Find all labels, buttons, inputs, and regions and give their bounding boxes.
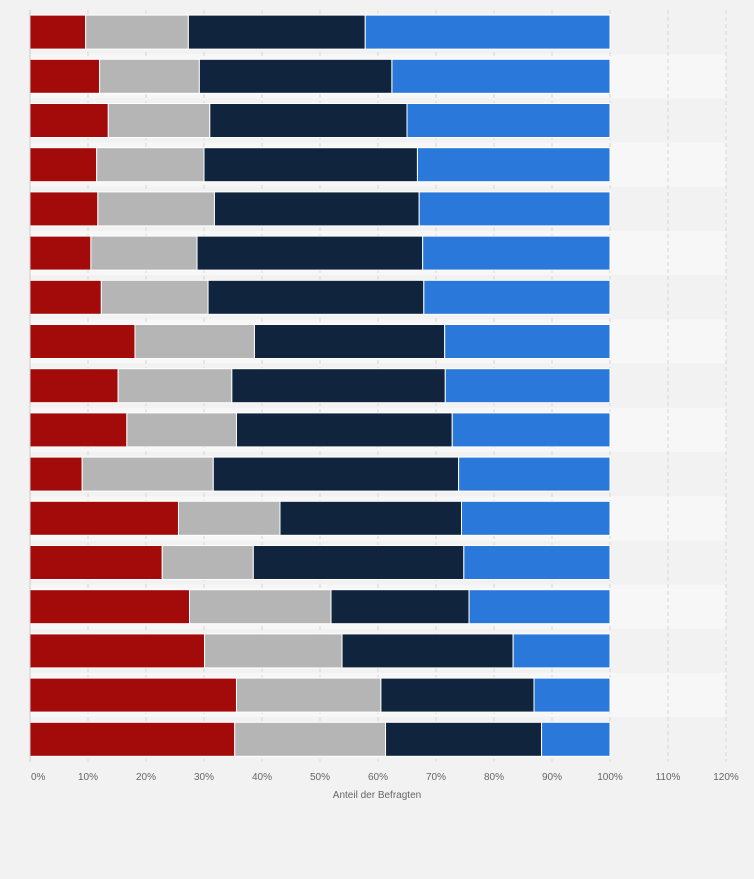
x-tick-label: 20%: [136, 772, 156, 783]
x-axis-title: Anteil der Befragten: [333, 790, 421, 801]
bar-segment-series-1[interactable]: [29, 324, 136, 359]
x-tick-label: 90%: [542, 772, 562, 783]
bar-segment-series-3[interactable]: [213, 191, 420, 227]
bar-segment-series-3[interactable]: [380, 677, 535, 713]
bar-segment-series-2[interactable]: [85, 14, 189, 50]
x-tick-label: 120%: [713, 772, 739, 783]
x-tick-label: 80%: [484, 772, 504, 783]
bars: [29, 14, 611, 757]
bar-segment-series-1[interactable]: [29, 500, 179, 536]
bar-segment-series-2[interactable]: [90, 235, 198, 271]
bar-segment-series-3[interactable]: [341, 633, 514, 669]
bar-segment-series-1[interactable]: [29, 147, 98, 183]
bar-segment-series-2[interactable]: [177, 500, 281, 536]
bar-segment-series-2[interactable]: [81, 456, 214, 492]
bar-segment-series-3[interactable]: [207, 279, 425, 315]
bar-segment-series-3[interactable]: [231, 368, 446, 404]
bar-segment-series-1[interactable]: [29, 589, 190, 625]
bar-segment-series-3[interactable]: [209, 103, 408, 138]
bar-segment-series-3[interactable]: [330, 589, 470, 625]
bar-segment-series-1[interactable]: [29, 545, 163, 580]
bar-segment-series-3[interactable]: [198, 58, 393, 94]
bar-segment-series-1[interactable]: [29, 103, 109, 138]
bar-segment-series-3[interactable]: [203, 147, 418, 183]
bar-segment-series-1[interactable]: [29, 368, 119, 404]
bar-segment-series-2[interactable]: [107, 103, 211, 138]
bar-segment-series-1[interactable]: [29, 677, 237, 713]
bar-segment-series-4[interactable]: [468, 589, 611, 625]
bar-segment-series-3[interactable]: [253, 324, 446, 359]
bar-segment-series-4[interactable]: [406, 103, 611, 138]
x-tick-label: 40%: [252, 772, 272, 783]
bar-segment-series-4[interactable]: [541, 721, 611, 757]
bar-segment-series-2[interactable]: [96, 147, 205, 183]
x-tick-labels: 0% 10% 20% 30% 40% 50% 60% 70% 80% 90% 100% 110% 120…: [31, 772, 739, 783]
bar-segment-series-2[interactable]: [99, 58, 200, 94]
bar-segment-series-4[interactable]: [423, 279, 611, 315]
bar-segment-series-1[interactable]: [29, 412, 128, 448]
bar-segment-series-1[interactable]: [29, 279, 102, 315]
bar-segment-series-3[interactable]: [187, 14, 366, 50]
bar-segment-series-3[interactable]: [196, 235, 424, 271]
bar-segment-series-4[interactable]: [533, 677, 611, 713]
x-tick-label: 50%: [310, 772, 330, 783]
bar-segment-series-4[interactable]: [364, 14, 611, 50]
x-tick-label: 30%: [194, 772, 214, 783]
bar-segment-series-1[interactable]: [29, 633, 206, 669]
bar-segment-series-1[interactable]: [29, 721, 236, 757]
bar-segment-series-4[interactable]: [418, 191, 611, 227]
bar-segment-series-2[interactable]: [204, 633, 343, 669]
bar-segment-series-3[interactable]: [252, 545, 465, 580]
bar-segment-series-1[interactable]: [29, 235, 92, 271]
bar-segment-series-4[interactable]: [451, 412, 611, 448]
bar-segment-series-4[interactable]: [391, 58, 611, 94]
bar-segment-series-4[interactable]: [458, 456, 611, 492]
x-tick-label: 70%: [426, 772, 446, 783]
x-tick-label: 100%: [597, 772, 623, 783]
bar-segment-series-2[interactable]: [126, 412, 237, 448]
bar-segment-series-1[interactable]: [29, 191, 99, 227]
bar-segment-series-1[interactable]: [29, 58, 101, 94]
bar-segment-series-4[interactable]: [444, 324, 611, 359]
bar-segment-series-4[interactable]: [463, 545, 611, 580]
x-tick-label: 10%: [78, 772, 98, 783]
bar-segment-series-4[interactable]: [512, 633, 611, 669]
bar-segment-series-4[interactable]: [461, 500, 611, 536]
bar-segment-series-2[interactable]: [189, 589, 332, 625]
bar-segment-series-2[interactable]: [97, 191, 215, 227]
bar-segment-series-2[interactable]: [161, 545, 254, 580]
bar-segment-series-2[interactable]: [134, 324, 255, 359]
bar-segment-series-1[interactable]: [29, 456, 83, 492]
bar-segment-series-4[interactable]: [416, 147, 611, 183]
bar-segment-series-3[interactable]: [212, 456, 460, 492]
bar-segment-series-3[interactable]: [235, 412, 453, 448]
bar-segment-series-4[interactable]: [422, 235, 611, 271]
x-tick-label: 0%: [31, 772, 46, 783]
bar-segment-series-3[interactable]: [279, 500, 463, 536]
bar-segment-series-2[interactable]: [100, 279, 209, 315]
bar-segment-series-2[interactable]: [235, 677, 382, 713]
bar-segment-series-1[interactable]: [29, 14, 87, 50]
x-tick-label: 60%: [368, 772, 388, 783]
bar-segment-series-2[interactable]: [234, 721, 387, 757]
bar-segment-series-4[interactable]: [444, 368, 611, 404]
bar-segment-series-2[interactable]: [117, 368, 233, 404]
bar-segment-series-3[interactable]: [385, 721, 543, 757]
x-tick-label: 110%: [656, 772, 681, 783]
